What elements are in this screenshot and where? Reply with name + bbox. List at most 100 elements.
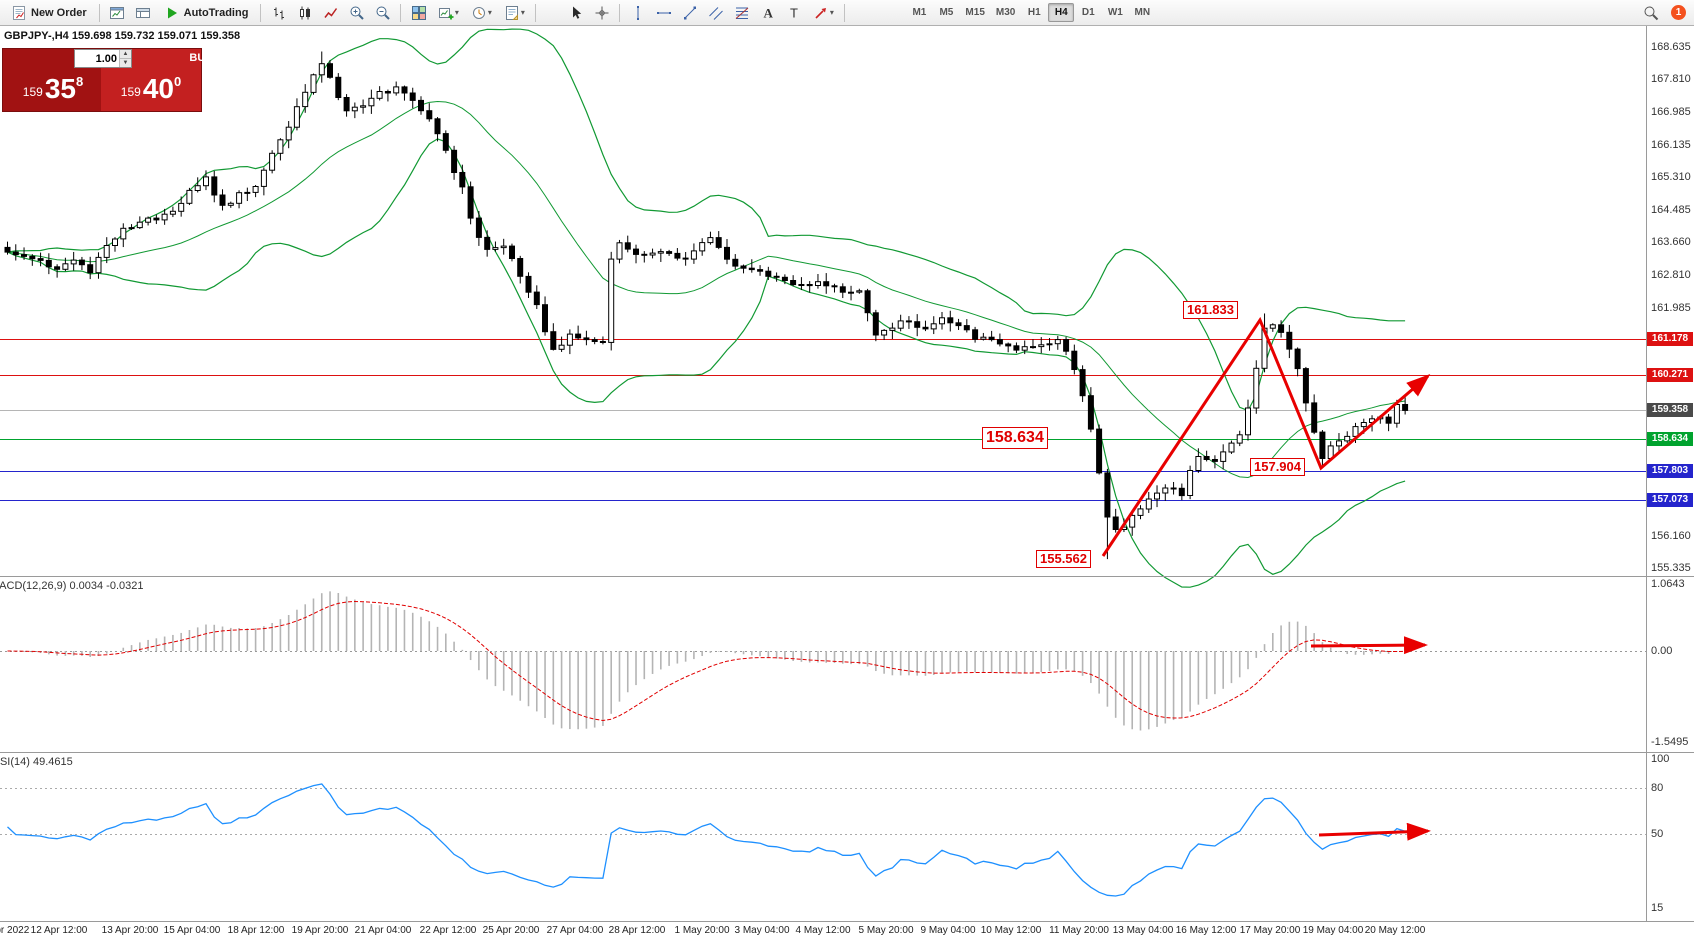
time-axis-label: 19 Apr 20:00: [291, 925, 349, 936]
panel-splitter[interactable]: [0, 752, 1694, 753]
chevron-down-icon: ▾: [520, 8, 525, 17]
sell-price: 159 35 8: [3, 68, 103, 110]
price-scale[interactable]: 168.635 167.810 166.985 166.135 165.310 164.4…: [1646, 26, 1694, 922]
toolbar-separator: [260, 3, 262, 22]
periods-button[interactable]: ▾: [465, 2, 497, 23]
time-scale-border: [0, 921, 1694, 922]
timeframe-button-m5[interactable]: M5: [933, 3, 959, 22]
trendline-icon: [683, 6, 696, 19]
new-order-icon: [13, 5, 25, 20]
crosshair-button[interactable]: [589, 2, 614, 23]
price-axis-label: 166.985: [1651, 105, 1691, 118]
horizontal-line-tool-button[interactable]: [651, 2, 676, 23]
price-axis-label: 164.485: [1651, 203, 1691, 216]
volume-up-button[interactable]: ▲: [120, 50, 131, 59]
vertical-line-tool-button[interactable]: [625, 2, 650, 23]
timeframe-button-d1[interactable]: D1: [1075, 3, 1101, 22]
toolbar-separator: [535, 3, 537, 22]
tile-windows-button[interactable]: [406, 2, 431, 23]
add-indicator-icon: [438, 7, 454, 19]
timeframe-button-m1[interactable]: M1: [906, 3, 932, 22]
tile-windows-icon: [411, 5, 426, 20]
time-axis-label: 27 Apr 04:00: [546, 925, 604, 936]
toolbar-separator: [400, 3, 402, 22]
channel-icon: [709, 6, 723, 20]
sell-price-small: 159: [22, 85, 43, 99]
toolbar-separator: [98, 3, 100, 22]
text-tool-button[interactable]: A: [755, 2, 780, 23]
templates-button[interactable]: ▾: [498, 2, 530, 23]
volume-down-button[interactable]: ▼: [120, 59, 131, 67]
price-axis-label: 166.135: [1651, 138, 1691, 151]
toolbar-right-group: 1: [1638, 2, 1690, 23]
templates-icon: [505, 5, 518, 20]
autotrading-button[interactable]: AutoTrading: [157, 2, 256, 23]
trendline-tool-button[interactable]: [677, 2, 702, 23]
volume-input[interactable]: [75, 50, 119, 67]
fibonacci-tool-button[interactable]: [729, 2, 754, 23]
indicators-button[interactable]: ▾: [432, 2, 464, 23]
line-chart-button[interactable]: [318, 2, 343, 23]
timeframe-button-mn[interactable]: MN: [1129, 3, 1155, 22]
price-annotation[interactable]: 158.634: [982, 427, 1048, 449]
zoom-out-button[interactable]: [370, 2, 395, 23]
sell-price-sup: 8: [75, 73, 84, 89]
price-axis-label: 163.660: [1651, 235, 1691, 248]
sell-button[interactable]: SELL 159 35 8: [3, 49, 117, 111]
time-axis-label: 17 May 20:00: [1239, 925, 1301, 936]
time-axis-label: 12 Apr 12:00: [30, 925, 88, 936]
price-axis-label: 156.160: [1651, 529, 1691, 542]
autotrading-icon: [167, 7, 177, 18]
timeframe-button-w1[interactable]: W1: [1102, 3, 1128, 22]
new-order-button[interactable]: New Order: [4, 2, 94, 23]
channel-tool-button[interactable]: [703, 2, 728, 23]
time-axis-label: 22 Apr 12:00: [419, 925, 477, 936]
price-annotation[interactable]: 155.562: [1036, 550, 1091, 569]
bar-chart-icon: [273, 7, 284, 19]
price-axis-label: 161.985: [1651, 301, 1691, 314]
time-axis-label: 9 May 04:00: [920, 925, 976, 936]
price-annotation[interactable]: 161.833: [1183, 301, 1238, 320]
price-tag: 157.803: [1647, 464, 1693, 479]
panel-splitter[interactable]: [0, 576, 1694, 577]
line-chart-icon: [324, 7, 338, 18]
timeframe-button-m30[interactable]: M30: [991, 3, 1020, 22]
search-button[interactable]: [1638, 2, 1663, 23]
vertical-line-icon: [636, 5, 639, 20]
price-scale-border: [1646, 26, 1647, 922]
timeframe-bar: M1 M5 M15 M30 H1 H4 D1 W1 MN: [906, 3, 1155, 22]
terminal-button[interactable]: [131, 2, 156, 23]
cursor-button[interactable]: [563, 2, 588, 23]
candlestick-chart-button[interactable]: [292, 2, 317, 23]
timeframe-button-m15[interactable]: M15: [960, 3, 989, 22]
sell-price-big: 35: [44, 73, 76, 104]
time-axis-label: 21 Apr 04:00: [354, 925, 412, 936]
rsi-scale-label: 15: [1651, 902, 1664, 914]
chart-window-button[interactable]: [105, 2, 130, 23]
macd-scale-label: 1.0643: [1651, 578, 1685, 590]
label-tool-button[interactable]: T: [781, 2, 806, 23]
arrows-tool-button[interactable]: ▾: [807, 2, 839, 23]
zoom-in-button[interactable]: [344, 2, 369, 23]
one-click-trading-panel: SELL 159 35 8 BUY 159 40 0 ▲▼: [2, 48, 213, 112]
horizontal-line-icon: [656, 11, 671, 14]
time-axis-label: Apr 2022: [0, 925, 30, 936]
notification-badge[interactable]: 1: [1671, 5, 1686, 20]
cursor-icon: [572, 6, 582, 19]
timeframe-button-h4[interactable]: H4: [1048, 3, 1075, 22]
price-tag: 161.178: [1647, 332, 1693, 347]
buy-price-big: 40: [142, 73, 174, 104]
time-axis-label: 11 May 20:00: [1049, 925, 1109, 936]
timeframe-button-h1[interactable]: H1: [1021, 3, 1047, 22]
text-tool-icon: A: [763, 5, 773, 20]
volume-spinner: ▲ ▼: [119, 50, 131, 67]
macd-indicator-label: MACD(12,26,9) 0.0034 -0.0321: [0, 580, 144, 592]
bar-chart-button[interactable]: [266, 2, 291, 23]
time-axis-label: 28 Apr 12:00: [608, 925, 666, 936]
buy-button[interactable]: BUY 159 40 0: [101, 49, 213, 111]
price-annotation[interactable]: 157.904: [1250, 458, 1305, 477]
chevron-down-icon: ▾: [487, 8, 492, 17]
zoom-in-icon: [350, 6, 364, 20]
